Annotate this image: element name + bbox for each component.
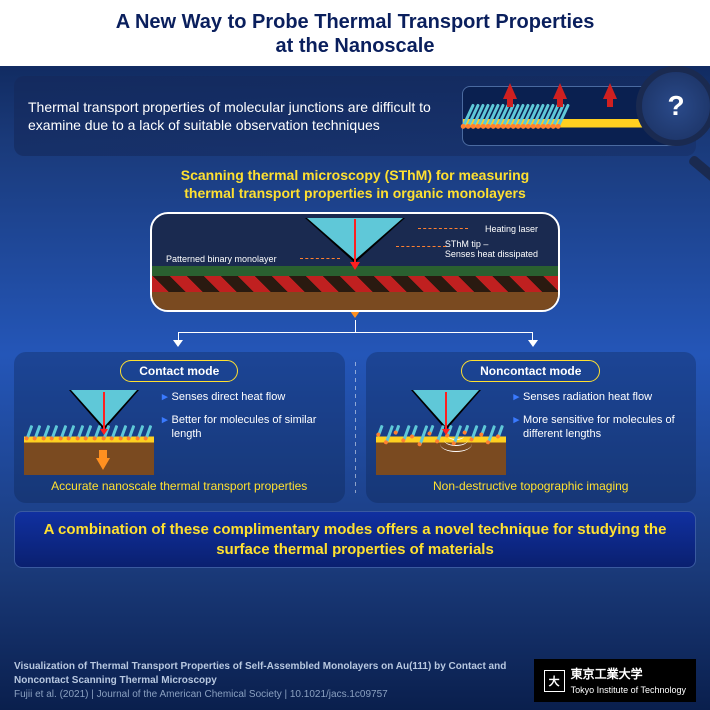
logo-icon: 大 [544,670,565,692]
noncontact-bullet-2: More sensitive for molecules of differen… [523,413,686,442]
citation-authors: Fujii et al. (2021) | Journal of the Ame… [14,688,514,702]
label-heating-laser: Heating laser [485,224,538,234]
contact-bullet-2: Better for molecules of similar length [172,413,335,442]
modes-row: Contact mode ▸Senses direct heat flow ▸B… [14,352,696,503]
title-line1: A New Way to Probe Thermal Transport Pro… [116,11,595,33]
heat-arrow-icon [603,83,617,99]
heat-arrow-icon [96,458,110,470]
noncontact-illustration [376,390,506,475]
conclusion-box: A combination of these complimentary mod… [14,511,696,568]
leader-line [300,258,340,259]
header: A New Way to Probe Thermal Transport Pro… [0,0,710,66]
magnifier-icon: ? [636,66,710,146]
molecule-row [467,103,641,133]
noncontact-bullet-1: Senses radiation heat flow [523,390,652,404]
label-patterned: Patterned binary monolayer [166,254,277,264]
heat-arrow-icon [503,83,517,99]
contact-mode-title: Contact mode [120,360,238,382]
institution-logo: 大 東京工業大学 Tokyo Institute of Technology [534,659,696,702]
noncontact-bullets: ▸Senses radiation heat flow ▸More sensit… [514,390,687,449]
divider [355,362,356,493]
bullet-arrow-icon: ▸ [514,390,520,404]
noncontact-footer: Non-destructive topographic imaging [376,479,687,493]
laser-icon [354,219,356,264]
magnifier-handle [687,154,710,187]
question-mark: ? [667,90,684,122]
page-title: A New Way to Probe Thermal Transport Pro… [20,10,690,58]
sthm-diagram: Heating laser SThM tip –Senses heat diss… [150,212,560,312]
contact-illustration [24,390,154,475]
substrate [152,292,558,310]
patterned-layer [152,276,558,292]
molecule-row [378,425,504,443]
down-arrow-icon [0,316,710,318]
heat-arrow-icon [553,83,567,99]
intro-text: Thermal transport properties of molecula… [28,98,452,134]
citation-title: Visualization of Thermal Transport Prope… [14,660,514,688]
leader-line [418,228,468,229]
contact-footer: Accurate nanoscale thermal transport pro… [24,479,335,493]
laser-icon [445,392,447,430]
leader-line [396,246,446,247]
laser-icon [103,392,105,430]
intro-panel: Thermal transport properties of molecula… [14,76,696,156]
contact-bullets: ▸Senses direct heat flow ▸Better for mol… [162,390,335,449]
sample-layers [152,266,558,310]
section-title-line2: thermal transport properties in organic … [184,185,526,201]
title-line2: at the Nanoscale [276,35,435,57]
section-title: Scanning thermal microscopy (SThM) for m… [40,166,670,202]
footer: Visualization of Thermal Transport Prope… [0,653,710,710]
bullet-arrow-icon: ▸ [514,413,520,442]
logo-en: Tokyo Institute of Technology [571,685,686,695]
branch-connector [0,320,710,350]
molecule-row [26,425,152,443]
citation: Visualization of Thermal Transport Prope… [14,660,514,702]
noncontact-mode-title: Noncontact mode [461,360,600,382]
bullet-arrow-icon: ▸ [162,413,168,442]
contact-mode-panel: Contact mode ▸Senses direct heat flow ▸B… [14,352,345,503]
label-sthm-tip: SThM tip –Senses heat dissipated [445,240,538,260]
bullet-arrow-icon: ▸ [162,390,168,404]
section-title-line1: Scanning thermal microscopy (SThM) for m… [181,167,530,183]
contact-bullet-1: Senses direct heat flow [172,390,286,404]
logo-jp: 東京工業大学 [571,667,643,681]
noncontact-mode-panel: Noncontact mode ▸Senses radiation heat f… [366,352,697,503]
